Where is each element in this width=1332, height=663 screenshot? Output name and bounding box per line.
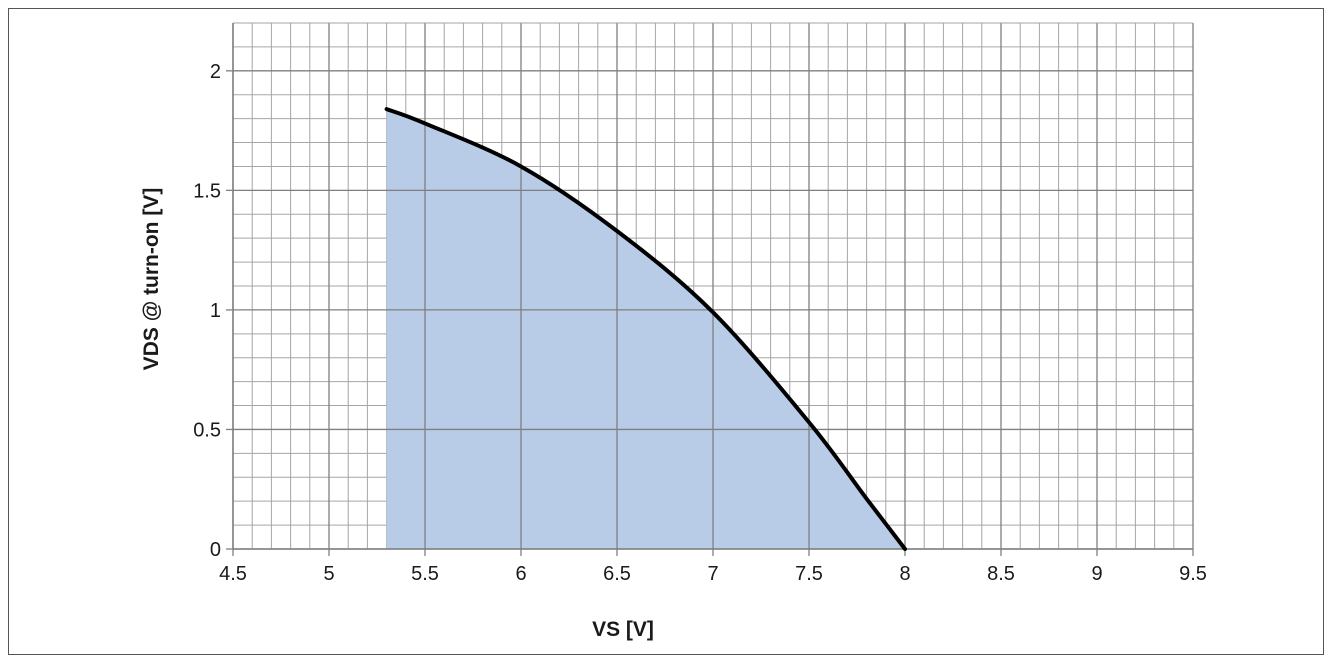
x-axis-title: VS [V] — [592, 618, 654, 641]
x-tick-labels: 4.5 5 5.5 6 6.5 7 7.5 8 8.5 9 9.5 — [219, 563, 1207, 585]
major-gridlines — [232, 22, 1194, 550]
chart-frame: 4.5 5 5.5 6 6.5 7 7.5 8 8.5 9 9.5 0 0.5 1 1.5 2 VS [V]… — [8, 8, 1324, 655]
x-tick-label: 5.5 — [411, 563, 439, 585]
x-tick-label: 7 — [707, 563, 718, 585]
x-tick-label: 8 — [899, 563, 910, 585]
x-tick-label: 9.5 — [1179, 563, 1207, 585]
chart-svg: 4.5 5 5.5 6 6.5 7 7.5 8 8.5 9 9.5 0 0.5 1 1.5 2 VS [V]… — [140, 22, 1207, 641]
y-tick-label: 2 — [210, 61, 221, 83]
x-tick-label: 8.5 — [987, 563, 1015, 585]
x-tick-label: 4.5 — [219, 563, 247, 585]
series-line — [384, 107, 907, 551]
axes — [226, 23, 1194, 556]
y-axis-title: VDS @ turn-on [V] — [140, 188, 163, 371]
y-tick-label: 1 — [210, 300, 221, 322]
y-tick-label: 0 — [210, 539, 221, 561]
y-tick-labels: 0 0.5 1 1.5 2 — [193, 61, 221, 561]
x-tick-label: 5 — [323, 563, 334, 585]
area-fill — [386, 109, 906, 550]
area-fill-layer — [386, 109, 906, 550]
x-tick-label: 7.5 — [795, 563, 823, 585]
x-tick-label: 6 — [515, 563, 526, 585]
y-tick-label: 0.5 — [193, 419, 221, 441]
y-tick-label: 1.5 — [193, 180, 221, 202]
x-tick-label: 6.5 — [603, 563, 631, 585]
x-tick-label: 9 — [1091, 563, 1102, 585]
line-layer — [384, 107, 907, 551]
